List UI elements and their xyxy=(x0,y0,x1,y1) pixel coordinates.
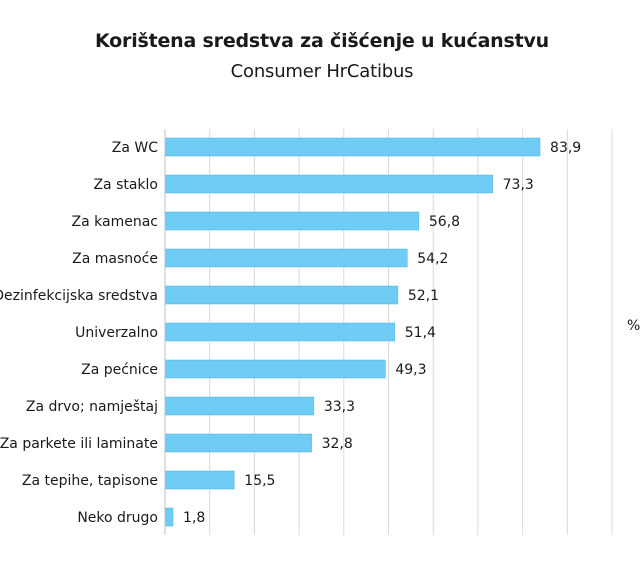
category-label: Dezinfekcijska sredstva xyxy=(0,288,158,304)
bar xyxy=(164,285,399,305)
bar xyxy=(164,470,235,490)
gridlines xyxy=(209,129,613,535)
category-label: Za drvo; namještaj xyxy=(26,399,158,415)
bar xyxy=(164,322,396,342)
value-label: 54,2 xyxy=(417,251,448,267)
bar xyxy=(164,359,386,379)
unit-label: % xyxy=(627,318,640,334)
bars xyxy=(164,137,541,527)
bar xyxy=(164,211,420,231)
category-label: Za pećnice xyxy=(81,362,158,378)
bar xyxy=(164,433,312,453)
category-label: Za kamenac xyxy=(72,214,158,230)
chart-subtitle: Consumer HrCatibus xyxy=(230,61,414,82)
bar xyxy=(164,137,541,157)
value-label: 33,3 xyxy=(324,399,355,415)
category-label: Univerzalno xyxy=(75,325,158,341)
value-label: 52,1 xyxy=(408,288,439,304)
value-label: 49,3 xyxy=(395,362,426,378)
value-label: 56,8 xyxy=(429,214,460,230)
bar xyxy=(164,507,174,527)
value-label: 83,9 xyxy=(550,140,581,156)
value-label: 15,5 xyxy=(244,473,275,489)
value-labels: 83,9 73,3 56,8 54,2 52,1 51,4 49,3 33,3 32,8 15,5… xyxy=(183,140,581,526)
category-label: Za staklo xyxy=(93,177,158,193)
category-label: Za masnoće xyxy=(72,251,158,267)
bar xyxy=(164,396,315,416)
bar xyxy=(164,174,493,194)
value-label: 51,4 xyxy=(405,325,436,341)
value-label: 73,3 xyxy=(503,177,534,193)
category-label: Za parkete ili laminate xyxy=(0,436,158,452)
category-label: Za WC xyxy=(112,140,158,156)
category-label: Za tepihe, tapisone xyxy=(22,473,158,489)
value-label: 32,8 xyxy=(322,436,353,452)
bar xyxy=(164,248,408,268)
category-label: Neko drugo xyxy=(77,510,158,526)
value-label: 1,8 xyxy=(183,510,205,526)
category-labels: Za WC Za staklo Za kamenac Za masnoće Dezinf… xyxy=(0,140,158,526)
chart-title: Korištena sredstva za čišćenje u kućanst… xyxy=(94,30,550,52)
